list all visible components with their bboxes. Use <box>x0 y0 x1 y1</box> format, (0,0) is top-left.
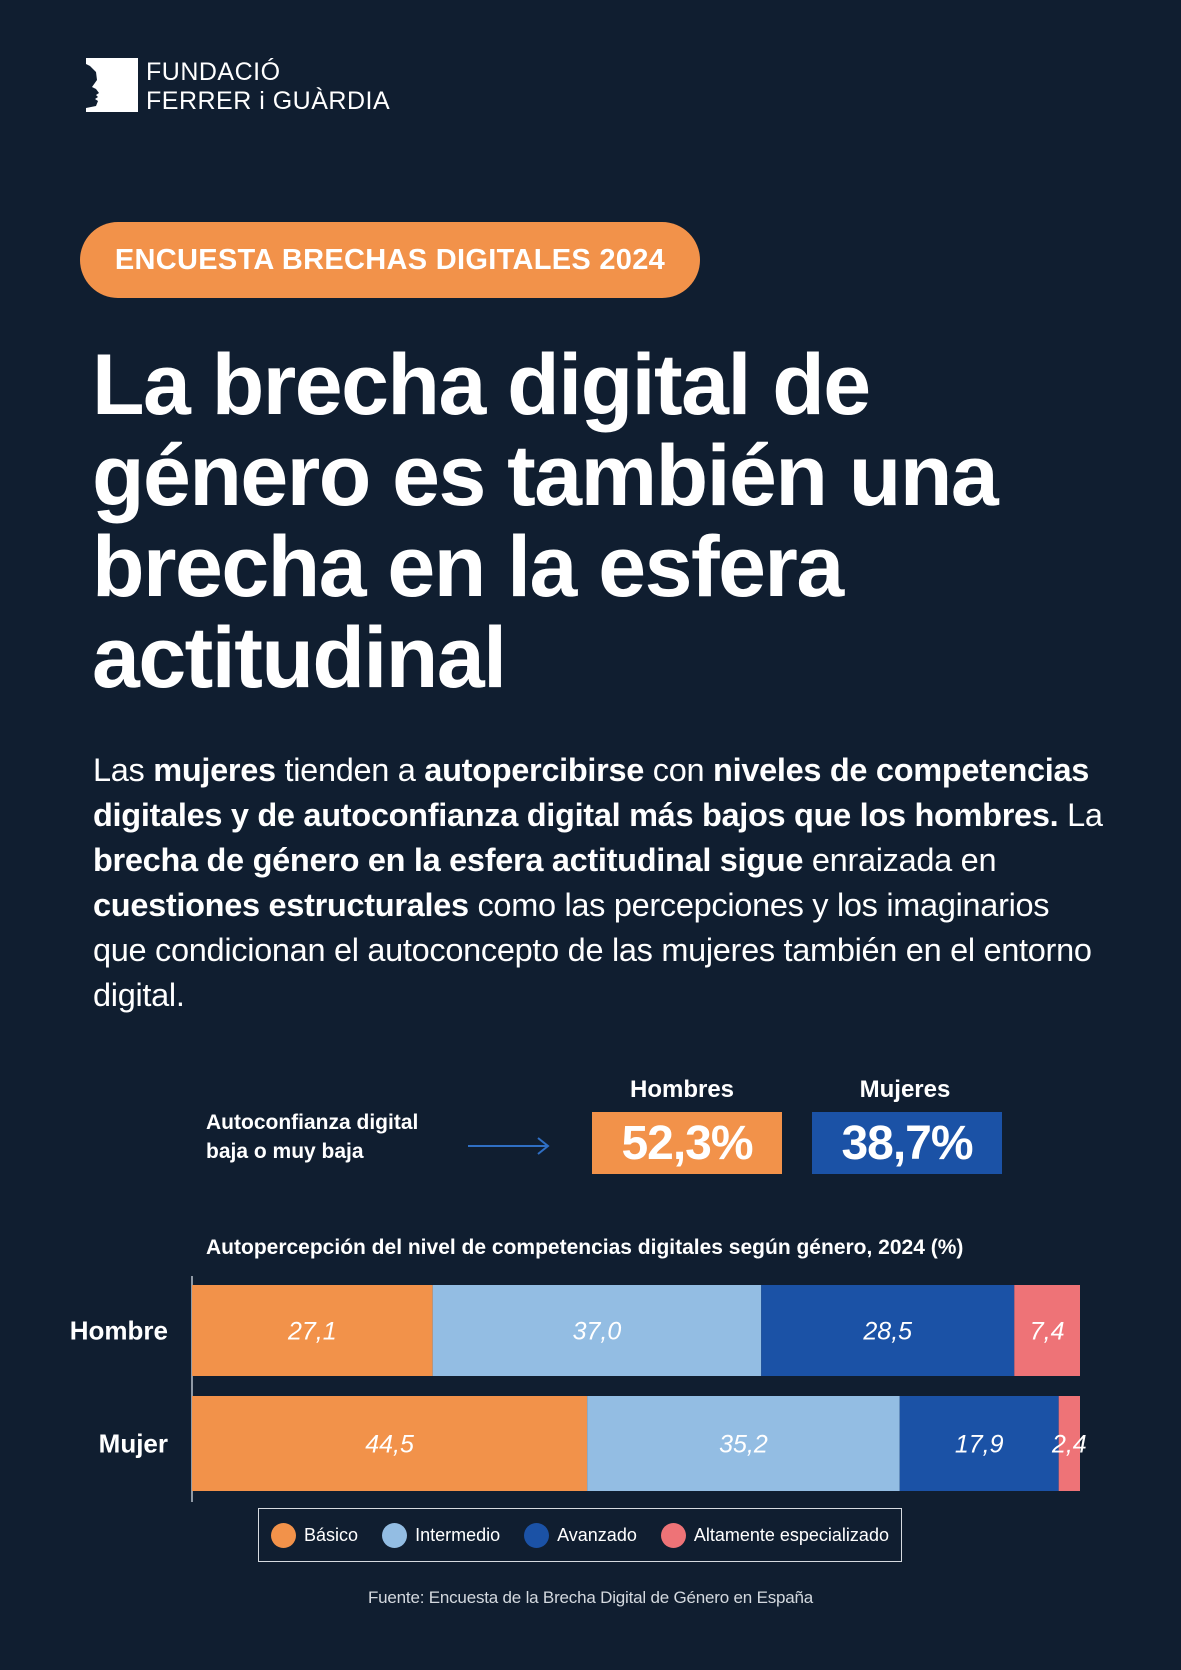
legend-item: Básico <box>271 1522 359 1548</box>
intro-run: enraizada en <box>803 842 997 878</box>
legend-swatch <box>382 1522 408 1548</box>
bar-segment <box>192 1396 588 1491</box>
category-label: Mujer <box>99 1429 168 1459</box>
category-label: Hombre <box>70 1316 168 1346</box>
legend-swatch <box>660 1522 686 1548</box>
source-note: Fuente: Encuesta de la Brecha Digital de… <box>367 1588 814 1607</box>
data-label: 28,5 <box>862 1318 912 1346</box>
legend-item: Intermedio <box>382 1522 501 1548</box>
intro-run: tienden a <box>275 752 425 788</box>
brand-line-2: FERRER i GUÀRDIA <box>146 87 391 115</box>
intro-run: autopercibirse <box>424 752 645 788</box>
intro-paragraph: Las mujeres tienden a autopercibirse con… <box>93 748 1103 1018</box>
data-label: 7,4 <box>1030 1318 1065 1346</box>
legend-swatch <box>271 1522 297 1548</box>
kpi-men-value: 52,3% <box>592 1112 782 1174</box>
intro-run: niveles de competencias digitales y de a… <box>93 752 1090 833</box>
legend-label: Avanzado <box>557 1524 637 1545</box>
legend-label: Básico <box>304 1524 359 1545</box>
bar-segment <box>192 1285 433 1376</box>
bar-segment <box>1058 1396 1080 1491</box>
survey-badge: ENCUESTA BRECHAS DIGITALES 2024 <box>80 222 700 298</box>
chart-title: Autopercepción del nivel de competencias… <box>206 1236 964 1259</box>
intro-run: La <box>1058 797 1103 833</box>
data-label: 2,4 <box>1051 1431 1087 1459</box>
bar-segment <box>1014 1285 1080 1376</box>
bar-segment <box>761 1285 1015 1376</box>
intro-run: brecha de género en la esfera actitudina… <box>93 842 804 878</box>
brand-logo: FUNDACIÓ FERRER i GUÀRDIA <box>86 58 416 118</box>
data-label: 44,5 <box>365 1431 414 1459</box>
data-label: 37,0 <box>573 1318 622 1346</box>
legend-swatch <box>524 1522 550 1548</box>
bar-segment <box>899 1396 1059 1491</box>
kpi-men-label: Hombres <box>629 1076 735 1103</box>
profile-silhouette-icon <box>86 58 138 112</box>
kpi-women-label: Mujeres <box>859 1076 951 1103</box>
intro-run: como las percepciones y los imaginarios … <box>93 887 1092 1013</box>
intro-run: con <box>644 752 714 788</box>
legend-label: Intermedio <box>415 1524 501 1545</box>
brand-line-1: FUNDACIÓ <box>146 58 281 86</box>
data-label: 27,1 <box>287 1318 337 1346</box>
bar-segment <box>587 1396 900 1491</box>
brand-name: FUNDACIÓ FERRER i GUÀRDIA <box>146 58 390 116</box>
chart-legend: Básico Intermedio Avanzado Altamente especi… <box>258 1508 902 1562</box>
legend-item: Avanzado <box>524 1522 637 1548</box>
stacked-bar-chart: Hombre 27,1 37,0 28,5 7,4 Mujer 44,5 35,2 17,9 2,… <box>70 1276 1087 1502</box>
data-label: 17,9 <box>955 1431 1004 1459</box>
kpi-label: Autoconfianza digital baja o muy baja <box>206 1111 419 1163</box>
intro-run: mujeres <box>153 752 276 788</box>
legend-item: Altamente especializado <box>660 1522 889 1548</box>
data-label: 35,2 <box>719 1431 768 1459</box>
bar-segment <box>432 1285 762 1376</box>
arrow-right-icon <box>468 1137 550 1155</box>
intro-run: cuestiones estructurales <box>93 887 469 923</box>
kpi-women-value: 38,7% <box>812 1112 1002 1174</box>
intro-run: Las <box>93 752 154 788</box>
legend-label: Altamente especializado <box>693 1524 889 1545</box>
page-title: La brecha digital de género es también u… <box>92 337 999 706</box>
